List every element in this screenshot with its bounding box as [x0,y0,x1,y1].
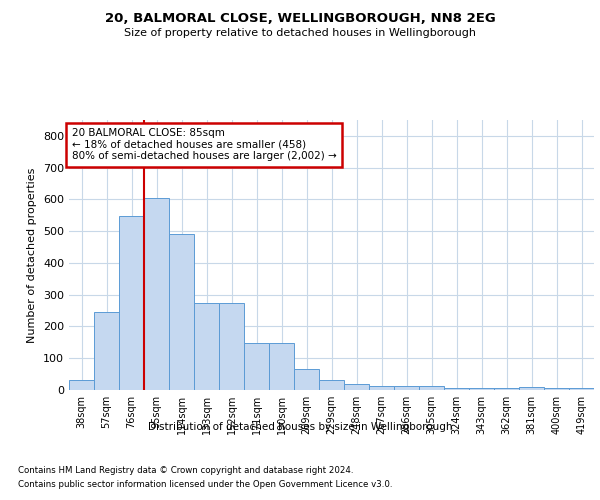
Y-axis label: Number of detached properties: Number of detached properties [28,168,37,342]
Text: 20, BALMORAL CLOSE, WELLINGBOROUGH, NN8 2EG: 20, BALMORAL CLOSE, WELLINGBOROUGH, NN8 … [104,12,496,26]
Bar [444,388,469,390]
Bar [69,380,94,390]
Text: 20 BALMORAL CLOSE: 85sqm
← 18% of detached houses are smaller (458)
80% of semi-: 20 BALMORAL CLOSE: 85sqm ← 18% of detach… [71,128,337,162]
Bar [244,343,269,390]
Text: Contains public sector information licensed under the Open Government Licence v3: Contains public sector information licen… [18,480,392,489]
Bar [569,388,594,390]
Bar [419,386,444,390]
Bar [119,216,144,390]
Bar [544,388,569,390]
Bar [369,386,394,390]
Bar [394,386,419,390]
Bar [144,198,169,390]
Bar [194,302,219,390]
Text: Size of property relative to detached houses in Wellingborough: Size of property relative to detached ho… [124,28,476,38]
Bar [469,388,494,390]
Bar [494,388,519,390]
Bar [344,384,369,390]
Bar [519,388,544,390]
Bar [269,343,294,390]
Text: Contains HM Land Registry data © Crown copyright and database right 2024.: Contains HM Land Registry data © Crown c… [18,466,353,475]
Text: Distribution of detached houses by size in Wellingborough: Distribution of detached houses by size … [148,422,452,432]
Bar [169,234,194,390]
Bar [94,312,119,390]
Bar [219,302,244,390]
Bar [319,380,344,390]
Bar [294,370,319,390]
